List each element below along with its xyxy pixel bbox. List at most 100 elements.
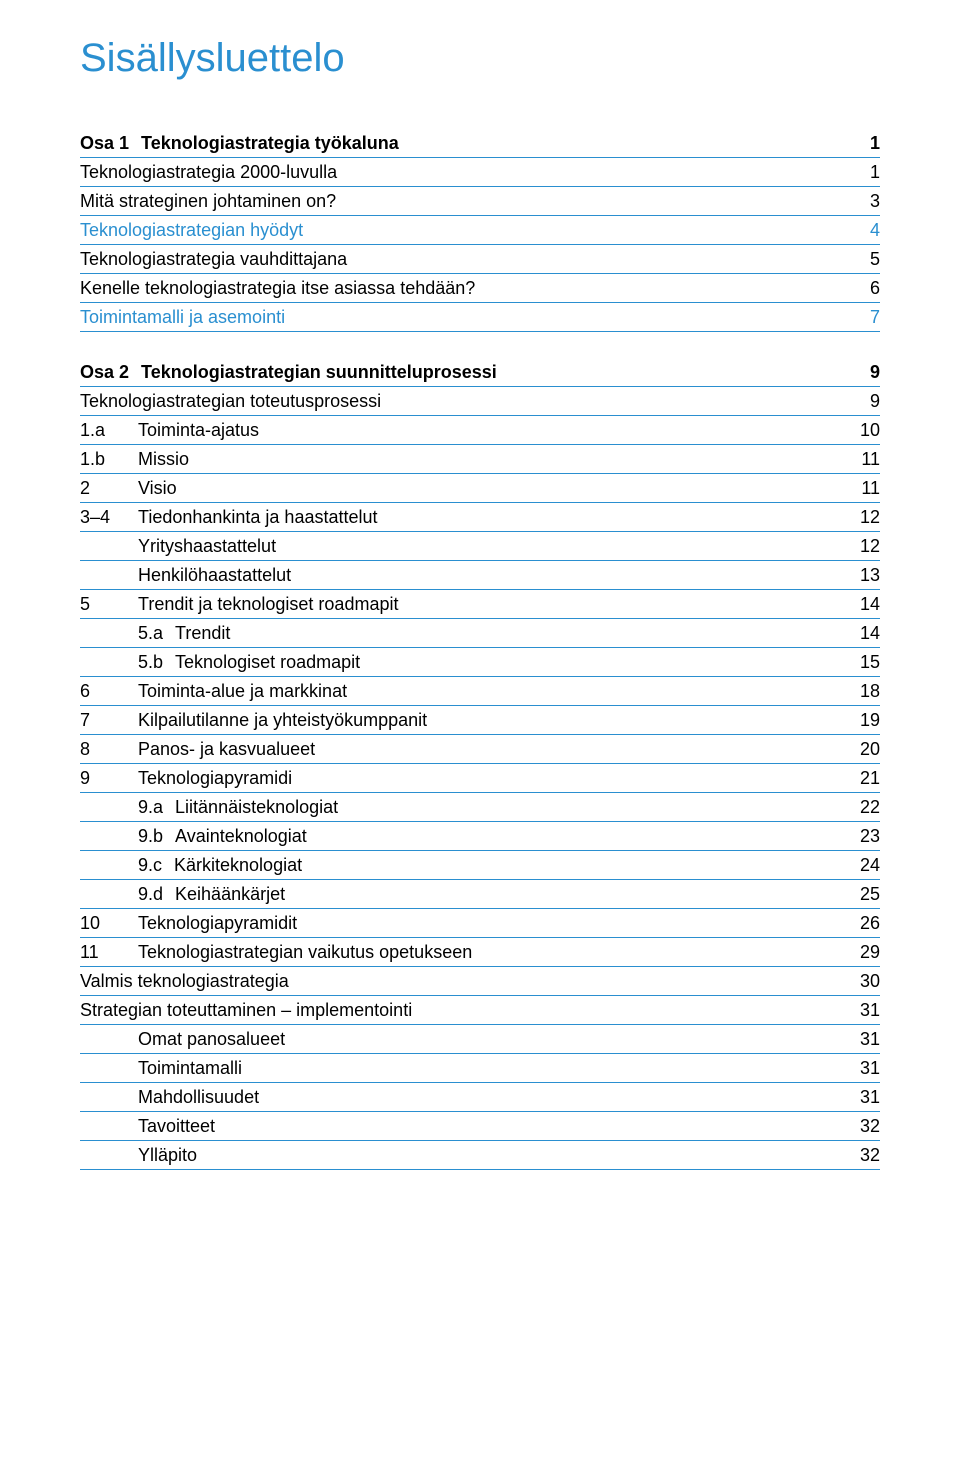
- toc-row-label: Kenelle teknologiastrategia itse asiassa…: [80, 278, 852, 299]
- toc-row-label: Teknologiastrategia 2000-luvulla: [80, 162, 852, 183]
- toc-row: Teknologiastrategia 2000-luvulla1: [80, 158, 880, 187]
- toc-row-label: Valmis teknologiastrategia: [80, 971, 848, 992]
- toc-row: Toimintamalli31: [80, 1054, 880, 1083]
- toc-row-page: 14: [848, 623, 880, 644]
- toc-row-page: 13: [848, 565, 880, 586]
- toc-row: 7Kilpailutilanne ja yhteistyökumppanit19: [80, 706, 880, 735]
- toc-row-label: Mahdollisuudet: [80, 1087, 848, 1108]
- toc-row-page: 11: [849, 449, 880, 470]
- toc-row-number: 8: [80, 739, 138, 760]
- toc-row-page: 1: [852, 162, 880, 183]
- toc-row-page: 1: [852, 133, 880, 154]
- page-title: Sisällysluettelo: [80, 36, 880, 81]
- toc-row: Kenelle teknologiastrategia itse asiassa…: [80, 274, 880, 303]
- toc-row: 5.bTeknologiset roadmapit15: [80, 648, 880, 677]
- toc-row: 9Teknologiapyramidi21: [80, 764, 880, 793]
- toc-row-page: 24: [848, 855, 880, 876]
- toc-row-page: 4: [852, 220, 880, 241]
- toc-row-number: Osa 2: [80, 362, 141, 383]
- toc-row-number: 9.d: [80, 884, 175, 905]
- toc-row-label: Toimintamalli ja asemointi: [80, 307, 852, 328]
- toc-row-label: Panos- ja kasvualueet: [138, 739, 848, 760]
- toc-row: Tavoitteet32: [80, 1112, 880, 1141]
- toc-row-number: 1.a: [80, 420, 138, 441]
- toc-row-number: 1.b: [80, 449, 138, 470]
- toc-row-label: Trendit ja teknologiset roadmapit: [138, 594, 848, 615]
- toc-row: 5.aTrendit14: [80, 619, 880, 648]
- toc-row-number: 9.b: [80, 826, 175, 847]
- toc-row-page: 9: [852, 362, 880, 383]
- toc-row-label: Toiminta-ajatus: [138, 420, 848, 441]
- toc-row-number: 9.a: [80, 797, 175, 818]
- toc-row-label: Kärkiteknologiat: [174, 855, 848, 876]
- toc-row-number: 11: [80, 942, 138, 963]
- toc-row-page: 19: [848, 710, 880, 731]
- toc-row-number: 2: [80, 478, 138, 499]
- toc-row-page: 32: [848, 1116, 880, 1137]
- toc-row: 1.aToiminta-ajatus10: [80, 416, 880, 445]
- toc-row: Omat panosalueet31: [80, 1025, 880, 1054]
- toc-row-label: Mitä strateginen johtaminen on?: [80, 191, 852, 212]
- toc-row: Yrityshaastattelut12: [80, 532, 880, 561]
- toc-row-page: 30: [848, 971, 880, 992]
- toc-row: Toimintamalli ja asemointi7: [80, 303, 880, 332]
- toc-row-label: Omat panosalueet: [80, 1029, 848, 1050]
- toc-row-page: 31: [848, 1029, 880, 1050]
- toc-row-page: 32: [848, 1145, 880, 1166]
- toc-row-label: Liitännäisteknologiat: [175, 797, 848, 818]
- toc-row-page: 14: [848, 594, 880, 615]
- toc-row-number: 5.a: [80, 623, 175, 644]
- toc-row: 11Teknologiastrategian vaikutus opetukse…: [80, 938, 880, 967]
- toc-row-page: 11: [849, 478, 880, 499]
- toc-row-label: Teknologiastrategian suunnitteluprosessi: [141, 362, 852, 383]
- toc-row: 8Panos- ja kasvualueet20: [80, 735, 880, 764]
- toc-row-page: 7: [852, 307, 880, 328]
- toc-row-label: Strategian toteuttaminen – implementoint…: [80, 1000, 848, 1021]
- toc-row: Teknologiastrategia vauhdittajana5: [80, 245, 880, 274]
- toc-row: 9.bAvainteknologiat23: [80, 822, 880, 851]
- toc-row-label: Teknologiapyramidit: [138, 913, 848, 934]
- toc-row-page: 18: [848, 681, 880, 702]
- toc-row-label: Teknologiastrategia vauhdittajana: [80, 249, 852, 270]
- toc-row-label: Tiedonhankinta ja haastattelut: [138, 507, 848, 528]
- toc-row-label: Teknologiastrategian vaikutus opetukseen: [138, 942, 848, 963]
- toc-row: Teknologiastrategian hyödyt4: [80, 216, 880, 245]
- toc-row: 9.aLiitännäisteknologiat22: [80, 793, 880, 822]
- toc-row-label: Kilpailutilanne ja yhteistyökumppanit: [138, 710, 848, 731]
- toc-row-label: Henkilöhaastattelut: [80, 565, 848, 586]
- toc-row-number: 7: [80, 710, 138, 731]
- toc-row-label: Avainteknologiat: [175, 826, 848, 847]
- toc-row-page: 31: [848, 1000, 880, 1021]
- toc-row: Osa 2Teknologiastrategian suunnittelupro…: [80, 358, 880, 387]
- toc-row-label: Teknologiset roadmapit: [175, 652, 848, 673]
- toc-row-label: Missio: [138, 449, 849, 470]
- toc-row-page: 31: [848, 1087, 880, 1108]
- toc-row-label: Yrityshaastattelut: [80, 536, 848, 557]
- toc-row-page: 5: [852, 249, 880, 270]
- toc-row-page: 29: [848, 942, 880, 963]
- toc-row: Henkilöhaastattelut13: [80, 561, 880, 590]
- toc-row: Osa 1Teknologiastrategia työkaluna1: [80, 129, 880, 158]
- toc-row: 9.dKeihäänkärjet25: [80, 880, 880, 909]
- toc-row-page: 23: [848, 826, 880, 847]
- toc-row-label: Trendit: [175, 623, 848, 644]
- toc-row-page: 26: [848, 913, 880, 934]
- toc-row-page: 20: [848, 739, 880, 760]
- toc-row-number: 9.c: [80, 855, 174, 876]
- toc-row-label: Toimintamalli: [80, 1058, 848, 1079]
- toc-row-number: 5: [80, 594, 138, 615]
- toc-row-page: 12: [848, 507, 880, 528]
- toc-row: 1.bMissio11: [80, 445, 880, 474]
- toc-row: Mahdollisuudet31: [80, 1083, 880, 1112]
- toc-row-page: 25: [848, 884, 880, 905]
- toc-row-number: 3–4: [80, 507, 138, 528]
- toc-row: 2Visio11: [80, 474, 880, 503]
- toc-row: Ylläpito32: [80, 1141, 880, 1170]
- toc-row-label: Ylläpito: [80, 1145, 848, 1166]
- toc-row: Mitä strateginen johtaminen on?3: [80, 187, 880, 216]
- toc-row-number: Osa 1: [80, 133, 141, 154]
- toc-row-label: Teknologiastrategian toteutusprosessi: [80, 391, 852, 412]
- toc-row-page: 12: [848, 536, 880, 557]
- toc-row-number: 5.b: [80, 652, 175, 673]
- toc-row-page: 15: [848, 652, 880, 673]
